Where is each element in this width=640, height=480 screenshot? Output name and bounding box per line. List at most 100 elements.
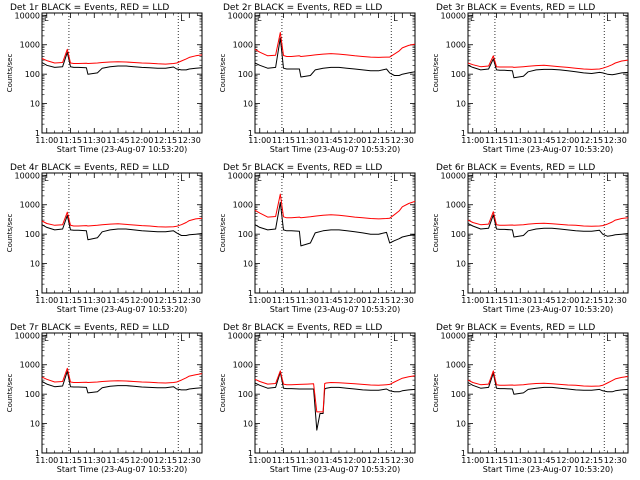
y-tick-label: 10000 xyxy=(228,331,253,340)
x-tick-label: 12:00 xyxy=(130,456,153,465)
y-tick-label: 1 xyxy=(35,289,40,298)
x-tick-label: 12:00 xyxy=(343,296,366,305)
plot-frame xyxy=(41,172,203,294)
y-tick-label: 1 xyxy=(461,289,466,298)
y-axis-label: Counts/sec xyxy=(219,54,227,93)
detector-panel-2: Det 2r BLACK = Events, RED = LLD 1 10 100 10… xyxy=(219,3,416,154)
y-tick-label: 10 xyxy=(243,420,253,429)
x-tick-label: 12:00 xyxy=(130,296,153,305)
x-tick-label: 11:30 xyxy=(509,296,532,305)
detector-panel-6: Det 6r BLACK = Events, RED = LLD 1 10 100 10… xyxy=(432,163,629,314)
marker-label-left: L xyxy=(470,334,475,343)
x-tick-label: 11:45 xyxy=(320,296,343,305)
detector-panel-3: Det 3r BLACK = Events, RED = LLD 1 10 100 10… xyxy=(432,3,629,154)
x-axis-label: Start Time (23-Aug-07 10:53:20) xyxy=(57,145,188,154)
detector-panel-8: Det 8r BLACK = Events, RED = LLD 1 10 100 10… xyxy=(219,323,416,474)
x-axis-label: Start Time (23-Aug-07 10:53:20) xyxy=(270,465,401,474)
y-tick-label: 10 xyxy=(456,260,466,269)
y-tick-label: 1000 xyxy=(233,41,253,50)
x-tick-label: 12:15 xyxy=(154,296,177,305)
marker-label-left: L xyxy=(44,14,49,23)
x-tick-label: 12:00 xyxy=(343,136,366,145)
y-tick-label: 10000 xyxy=(441,11,466,20)
x-tick-label: 12:15 xyxy=(580,456,603,465)
x-tick-label: 11:00 xyxy=(248,136,271,145)
marker-label-right: L xyxy=(180,14,185,23)
x-tick-label: 12:30 xyxy=(178,296,201,305)
y-tick-label: 10 xyxy=(30,100,40,109)
marker-label-left: L xyxy=(257,334,262,343)
x-tick-label: 11:00 xyxy=(461,296,484,305)
x-tick-label: 11:00 xyxy=(248,456,271,465)
y-axis-label: Counts/sec xyxy=(6,374,14,413)
marker-label-left: L xyxy=(470,14,475,23)
y-tick-label: 100 xyxy=(238,70,253,79)
x-tick-label: 12:00 xyxy=(343,456,366,465)
y-tick-label: 1000 xyxy=(446,201,466,210)
x-tick-label: 12:30 xyxy=(391,456,414,465)
y-tick-label: 1 xyxy=(35,449,40,458)
series-line-lld xyxy=(41,48,203,65)
panel-title: Det 4r BLACK = Events, RED = LLD xyxy=(10,163,169,173)
series-line-lld xyxy=(467,211,629,227)
y-tick-label: 1000 xyxy=(20,201,40,210)
x-tick-label: 12:15 xyxy=(367,136,390,145)
panel-title: Det 8r BLACK = Events, RED = LLD xyxy=(223,323,382,333)
marker-label-right: L xyxy=(606,334,611,343)
series-line-events xyxy=(467,214,629,238)
y-axis-label: Counts/sec xyxy=(6,214,14,253)
y-tick-label: 1 xyxy=(248,449,253,458)
panel-title: Det 7r BLACK = Events, RED = LLD xyxy=(10,323,169,333)
series-line-lld xyxy=(254,193,416,220)
y-axis-label: Counts/sec xyxy=(432,214,440,253)
y-tick-label: 10000 xyxy=(15,171,40,180)
x-tick-label: 11:30 xyxy=(83,296,106,305)
x-axis-label: Start Time (23-Aug-07 10:53:20) xyxy=(57,305,188,314)
panel-title: Det 5r BLACK = Events, RED = LLD xyxy=(223,163,382,173)
y-tick-label: 10000 xyxy=(228,11,253,20)
x-tick-label: 12:15 xyxy=(154,136,177,145)
marker-label-left: L xyxy=(470,174,475,183)
y-axis-label: Counts/sec xyxy=(6,54,14,93)
detector-panel-4: Det 4r BLACK = Events, RED = LLD 1 10 100 10… xyxy=(6,163,203,314)
x-tick-label: 12:00 xyxy=(556,136,579,145)
y-axis-label: Counts/sec xyxy=(432,54,440,93)
y-tick-label: 1 xyxy=(248,289,253,298)
y-tick-label: 1 xyxy=(461,449,466,458)
x-tick-label: 12:30 xyxy=(604,136,627,145)
marker-label-left: L xyxy=(257,174,262,183)
x-axis-label: Start Time (23-Aug-07 10:53:20) xyxy=(270,145,401,154)
y-tick-label: 1000 xyxy=(20,41,40,50)
y-tick-label: 100 xyxy=(451,230,466,239)
y-tick-label: 10 xyxy=(456,100,466,109)
x-tick-label: 11:30 xyxy=(296,456,319,465)
x-tick-label: 12:30 xyxy=(604,456,627,465)
x-tick-label: 11:30 xyxy=(296,296,319,305)
marker-label-right: L xyxy=(393,174,398,183)
series-line-events xyxy=(254,201,416,247)
plot-frame xyxy=(41,332,203,454)
x-tick-label: 11:45 xyxy=(320,136,343,145)
x-axis-label: Start Time (23-Aug-07 10:53:20) xyxy=(57,465,188,474)
series-line-lld xyxy=(254,32,416,58)
panel-title: Det 3r BLACK = Events, RED = LLD xyxy=(436,3,595,13)
x-tick-label: 11:15 xyxy=(272,456,295,465)
x-tick-label: 11:30 xyxy=(83,136,106,145)
plot-frame xyxy=(467,332,629,454)
y-tick-label: 1 xyxy=(35,129,40,138)
series-line-events xyxy=(254,371,416,431)
x-tick-label: 11:15 xyxy=(272,296,295,305)
y-tick-label: 10000 xyxy=(441,331,466,340)
detector-panel-1: Det 1r BLACK = Events, RED = LLD 1 10 100 10… xyxy=(6,3,203,154)
x-tick-label: 11:15 xyxy=(59,136,82,145)
plot-frame xyxy=(467,172,629,294)
series-line-events xyxy=(467,372,629,395)
x-tick-label: 11:30 xyxy=(509,456,532,465)
x-tick-label: 12:00 xyxy=(556,296,579,305)
y-tick-label: 10 xyxy=(243,100,253,109)
marker-label-right: L xyxy=(393,334,398,343)
y-tick-label: 1000 xyxy=(20,361,40,370)
marker-label-left: L xyxy=(44,334,49,343)
x-tick-label: 11:00 xyxy=(35,456,58,465)
